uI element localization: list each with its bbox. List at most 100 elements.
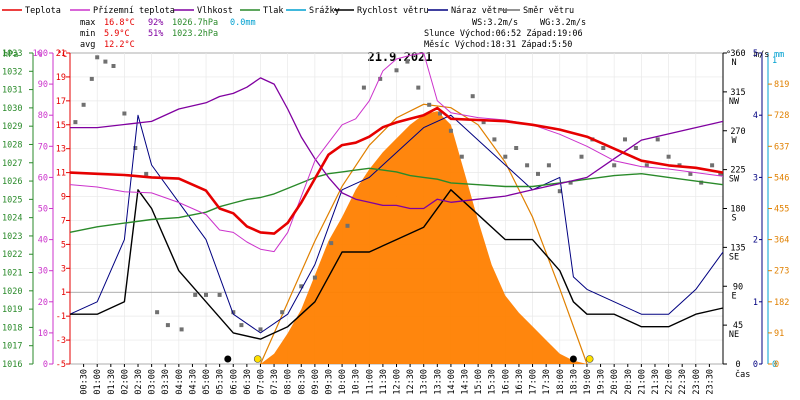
axis-hpa-tick-label: 1033 [2,49,22,59]
x-tick-label: 10:00 [338,369,348,395]
x-tick-label: 04:30 [188,369,198,395]
x-tick-label: 15:30 [488,369,498,395]
axis-dir-tick-label: 270 [730,127,745,137]
wind-direction-point [204,292,208,297]
x-tick-label: 01:00 [93,369,103,395]
axis-hpa-tick-label: 1025 [2,195,22,205]
wind-direction-point [258,327,263,332]
x-tick-label: 23:00 [692,369,702,395]
axis-dir-compass-label: S [731,214,736,224]
axis-degc-tick-label: -3 [56,336,66,346]
x-tick-label: 11:30 [379,369,389,395]
x-tick-label: 02:00 [120,369,130,395]
axis-solar-tick-label: 819 [774,80,789,90]
x-tick-label: 06:00 [229,369,239,395]
wind-direction-point [111,64,116,68]
ground-temperature-line [69,52,724,253]
x-tick-label: 19:30 [597,369,607,395]
axis-dir-compass-label: NE [729,330,739,340]
axis-dir-tick-label: 135 [730,243,745,253]
wind-direction-point [312,275,317,280]
sunrise-marker [253,355,262,363]
axis-hpa-tick-label: 1020 [2,287,22,297]
x-tick-label: 00:30 [80,369,90,395]
axis-mm-tick-label: 0 [772,360,777,370]
axis-pct-tick-label: 20 [38,298,48,308]
axis-hpa-tick-label: 1027 [2,159,22,169]
stat-min-temp: 5.9°C [104,29,130,39]
axis-degc-tick-label: 1 [61,288,66,298]
stat-max-rain: 0.0mm [230,18,256,28]
axis-dir-tick-label: 225 [730,166,745,176]
wind-direction-point [718,171,723,176]
stat-avg-temp: 12.2°C [104,40,135,50]
x-tick-label: 23:30 [705,369,715,395]
wind-direction-point [378,76,383,81]
x-tick-label: 16:00 [501,369,511,395]
axis-hpa-tick-label: 1032 [2,67,22,77]
axis-pct-tick-label: 80 [38,111,48,121]
x-tick-label: 12:30 [406,369,416,395]
legend-label-wind: Rychlost větru [357,6,429,16]
axis-degc-tick-label: 19 [56,73,66,83]
wind-direction-point [155,310,160,315]
x-tick-label: 19:00 [583,369,593,395]
wind-speed-line [70,189,724,340]
axis-dir-compass-label: W [731,136,737,146]
axis-pct-tick-label: 0 [43,360,48,370]
x-tick-label: 18:30 [569,369,579,395]
axis-ms-tick-label: 3 [753,173,758,183]
legend-label-rain: Srážky [309,6,340,16]
wind-direction-point [459,154,464,159]
legend-label-gust: Náraz větru [451,6,507,16]
x-tick-label: 22:00 [665,369,675,395]
wind-direction-point [144,171,149,176]
stat-max-press: 1026.7hPa [172,18,218,28]
axis-dir-compass-label: SE [729,252,739,262]
wind-direction-point [427,102,432,107]
wind-direction-point [299,284,304,289]
wind-direction-point [699,180,704,185]
axis-hpa-tick-label: 1021 [2,269,22,279]
axis-pct-tick-label: 30 [38,267,48,277]
wind-direction-point [179,327,184,332]
axis-hpa-tick-label: 1022 [2,250,22,260]
wind-direction-point [710,163,715,168]
wind-direction-point [557,189,562,194]
wind-direction-point [655,137,660,142]
axis-solar-tick-label: 0 [774,360,779,370]
axis-pct-tick-label: 10 [38,329,48,339]
x-tick-label: 20:00 [610,369,620,395]
axis-pct-tick-label: 40 [38,236,48,246]
axis-hpa-tick-label: 1028 [2,140,22,150]
axis-degc-tick-label: 13 [56,145,66,155]
axis-degc-tick-label: 11 [56,169,66,179]
x-tick-label: 03:30 [161,369,171,395]
wind-direction-point [193,292,198,297]
legend-label-press: Tlak [263,6,283,16]
axis-hpa-tick-label: 1029 [2,122,22,132]
x-tick-label: 08:00 [284,369,294,395]
legend: Teplota Přízemní teplota Vlhkost Tlak Srážky… [2,6,574,16]
x-tick-label: 16:30 [515,369,525,395]
x-tick-label: 21:00 [637,369,647,395]
axis-degc-tick-label: 21 [56,49,66,59]
x-tick-label: 15:00 [474,369,484,395]
wind-direction-point [133,146,138,150]
info-sun: Slunce Východ:06:52 Západ:19:06 [424,29,583,39]
wind-direction-point [165,323,170,328]
axis-degc-tick-label: 3 [61,264,66,274]
axis-mm-unit: mm [774,50,784,60]
legend-label-temp: Teplota [25,6,61,16]
axis-dir-compass-label: SW [729,175,740,185]
x-tick-label: 10:30 [352,369,362,395]
x-axis-label: čas [735,369,750,380]
axis-degc-tick-label: -1 [56,312,66,322]
wind-direction-point [492,137,497,142]
x-tick-label: 12:00 [393,369,403,395]
axis-hpa-tick-label: 1018 [2,323,22,333]
axis-degc-tick-label: 17 [56,97,66,107]
axis-solar-tick-label: 273 [774,267,789,277]
wind-direction-point [394,68,399,73]
